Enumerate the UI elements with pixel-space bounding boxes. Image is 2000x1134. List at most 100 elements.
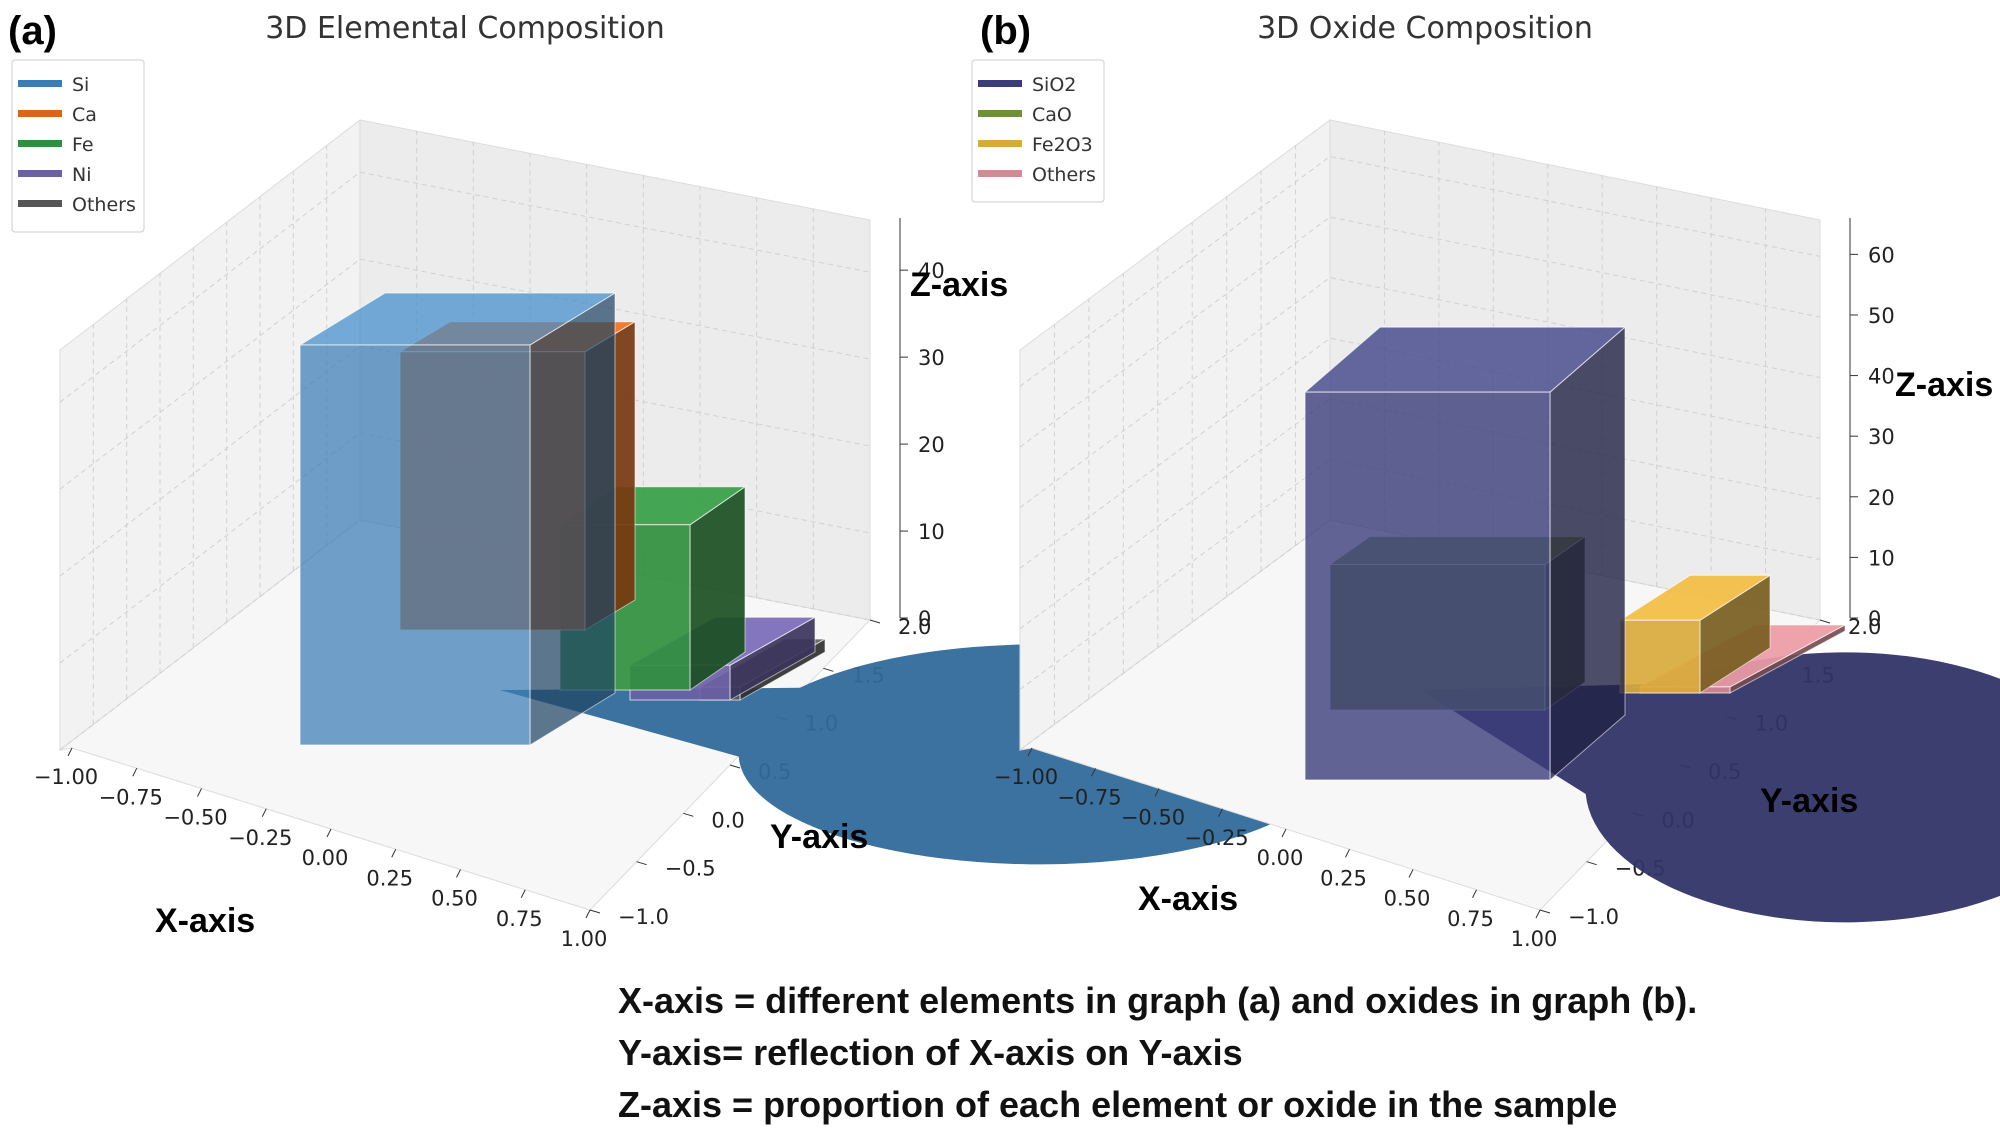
panel-label: (b) [980, 9, 1031, 53]
bar-side-face [529, 292, 616, 746]
legend: SiO2 CaO Fe2O3 Others [971, 59, 1105, 203]
figure-caption: X-axis = different elements in graph (a)… [618, 975, 1918, 1131]
y-tick-label: 2.0 [898, 615, 931, 639]
x-tick [1154, 788, 1160, 797]
x-tick [1535, 909, 1541, 919]
z-tick-label: 60 [1868, 243, 1895, 267]
bar-front-face [1619, 619, 1701, 694]
x-tick [261, 808, 267, 817]
y-tick [823, 667, 834, 672]
grid-line [1019, 337, 1821, 569]
bar-fe2o3 [1618, 574, 1772, 694]
chart-title: 3D Elemental Composition [265, 11, 665, 46]
z-tick-label: 40 [1868, 365, 1895, 389]
legend-swatch-si [18, 80, 62, 87]
y-axis-label: Y-axis [770, 818, 868, 856]
z-tick-label: 10 [918, 520, 945, 544]
x-tick [391, 849, 397, 858]
legend-label-si: Si [72, 74, 89, 96]
y-tick-label: −1.0 [1568, 905, 1619, 929]
x-tick [585, 909, 591, 919]
caption-y-axis: Y-axis= reflection of X-axis on Y-axis [618, 1032, 1243, 1073]
x-tick-label: 1.00 [1511, 927, 1558, 951]
x-tick [132, 768, 138, 777]
legend-swatch-others [978, 170, 1022, 177]
x-tick [197, 788, 202, 797]
x-tick-label: −0.50 [1121, 806, 1185, 830]
y-tick-label: 0.0 [711, 808, 744, 832]
grid-line [59, 258, 871, 490]
x-tick [456, 869, 461, 878]
caption-x-axis: X-axis = different elements in graph (a)… [618, 980, 1698, 1021]
z-tick-label: 40 [918, 259, 945, 283]
x-tick-label: 0.25 [366, 866, 413, 890]
z-tick-label: 20 [918, 433, 945, 457]
legend-label-fe: Fe [72, 134, 94, 156]
x-tick [1091, 768, 1096, 777]
legend-swatch-fe2o3 [978, 140, 1022, 147]
y-tick [1539, 909, 1551, 914]
x-tick-label: 0.00 [1257, 846, 1304, 870]
bar-front-face [299, 344, 531, 746]
y-tick [729, 764, 741, 769]
x-tick [520, 889, 526, 898]
z-tick-label: 50 [1868, 304, 1895, 328]
legend-swatch-ca [18, 110, 62, 117]
x-tick [1408, 869, 1414, 878]
x-axis-label: X-axis [1138, 880, 1238, 918]
x-tick-label: 0.25 [1320, 866, 1367, 890]
legend-label-ni: Ni [72, 164, 92, 186]
z-tick-label: 0 [918, 607, 931, 631]
x-tick [1027, 747, 1033, 757]
y-tick-label: −1.0 [618, 905, 669, 929]
legend-label-sio2: SiO2 [1032, 74, 1076, 96]
legend-label-others: Others [1032, 164, 1096, 186]
chart-title: 3D Oxide Composition [1257, 11, 1593, 46]
x-tick [1281, 828, 1287, 838]
z-tick-label: 30 [918, 346, 945, 370]
grid-line [1019, 216, 1821, 448]
grid-line [1019, 398, 1821, 630]
bar-sio2 [1303, 326, 1627, 782]
panel-label: (a) [8, 9, 57, 53]
panel-b-oxide: −1.00−0.75−0.50−0.250.000.250.500.751.00… [971, 9, 2000, 951]
x-tick [1218, 808, 1223, 817]
y-tick [589, 909, 601, 914]
legend-swatch-others [18, 200, 62, 207]
bar-front-face [1304, 391, 1551, 781]
z-tick-label: 0 [1868, 607, 1881, 631]
y-tick-label: −0.5 [665, 857, 716, 881]
legend-label-others: Others [72, 194, 136, 216]
legend-box [971, 59, 1105, 203]
y-tick [869, 619, 881, 624]
bar-si [298, 292, 617, 746]
z-axis-label: Z-axis [1895, 366, 1993, 404]
x-tick [1345, 849, 1350, 858]
x-tick-label: −0.50 [163, 806, 227, 830]
y-tick [683, 812, 694, 817]
y-tick-label: 2.0 [1848, 615, 1881, 639]
z-axis-label: Z-axis [910, 266, 1008, 304]
x-tick-label: 0.00 [302, 846, 349, 870]
legend-label-cao: CaO [1032, 104, 1072, 126]
legend-swatch-fe [18, 140, 62, 147]
x-tick-label: −1.00 [994, 765, 1058, 789]
legend: Si Ca Fe Ni Others [11, 59, 145, 233]
legend-swatch-cao [978, 110, 1022, 117]
y-tick [636, 861, 647, 866]
legend-label-ca: Ca [72, 104, 97, 126]
y-tick [1586, 861, 1597, 866]
panel-a-elemental: −1.00−0.75−0.50−0.250.000.250.500.751.00… [8, 9, 1339, 951]
z-tick-label: 20 [1868, 486, 1895, 510]
grid-line [1019, 277, 1821, 509]
x-tick [326, 828, 332, 838]
legend-swatch-ni [18, 170, 62, 177]
bar-side-face [1549, 326, 1626, 782]
x-tick [1472, 889, 1477, 898]
legend-label-fe2o3: Fe2O3 [1032, 134, 1093, 156]
x-tick-label: −1.00 [34, 765, 98, 789]
x-tick-label: −0.25 [228, 826, 292, 850]
z-tick-label: 10 [1868, 546, 1895, 570]
y-axis-label: Y-axis [1760, 782, 1858, 820]
